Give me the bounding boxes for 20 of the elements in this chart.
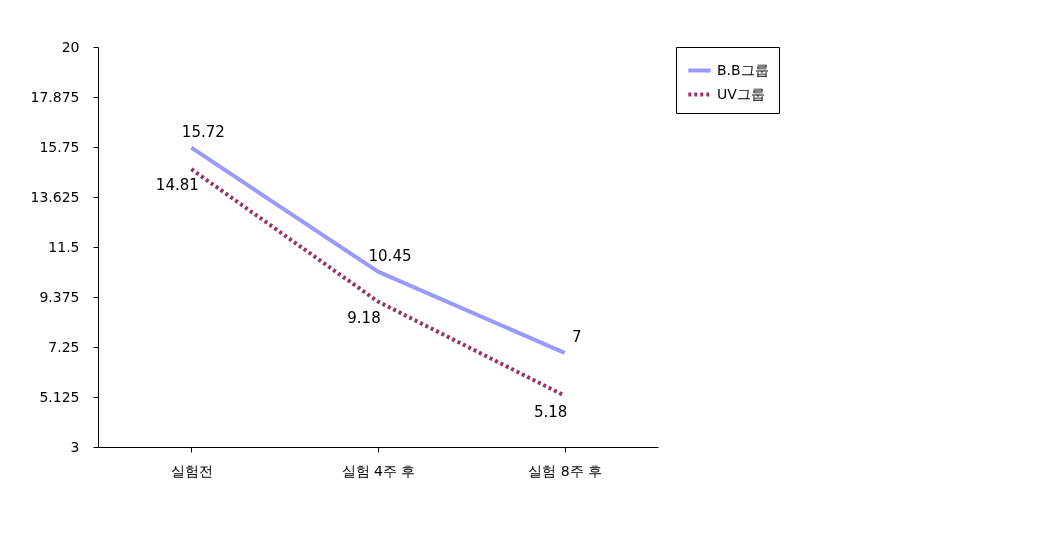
y-tick-label: 11.5	[48, 238, 80, 255]
y-tick-label: 13.625	[30, 188, 80, 205]
x-tick-label: 실험 8주 후	[528, 462, 603, 479]
x-tick-label: 실험 4주 후	[341, 462, 416, 479]
data-label: 5.18	[533, 402, 568, 421]
data-label: 15.72	[181, 122, 225, 141]
y-tick-label: 15.75	[39, 138, 80, 155]
y-tick-label: 5.125	[39, 388, 80, 405]
y-tick-label: 9.375	[39, 288, 80, 305]
data-label: 14.81	[155, 176, 199, 195]
data-label: 10.45	[368, 246, 412, 265]
x-tick-label: 실험전	[170, 462, 213, 479]
y-tick-label: 3	[70, 438, 80, 455]
y-tick-label: 17.875	[30, 88, 80, 105]
legend-label: UV그룹	[717, 85, 765, 102]
data-label: 7	[571, 327, 582, 346]
legend-label: B.B그룹	[717, 61, 769, 78]
y-tick-label: 20	[61, 38, 80, 55]
data-label: 9.18	[347, 308, 381, 327]
y-tick-label: 7.25	[48, 338, 80, 355]
